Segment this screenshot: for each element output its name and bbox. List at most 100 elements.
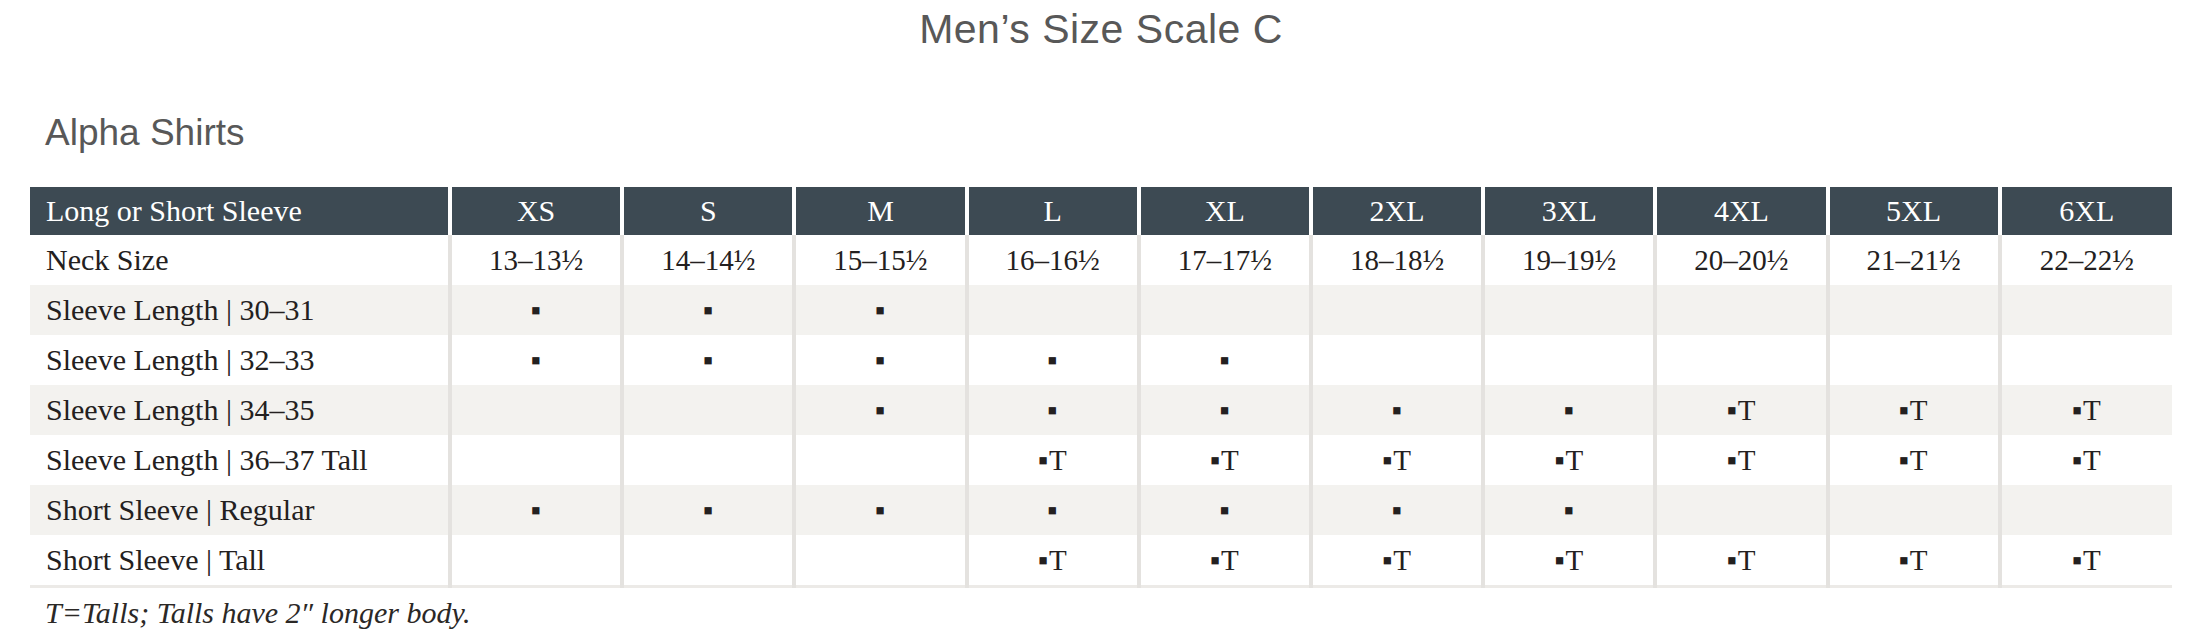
availability-marker-cell (450, 535, 622, 587)
table-row: Sleeve Length | 32–33▪▪▪▪▪ (30, 335, 2172, 385)
availability-marker-cell (622, 435, 794, 485)
availability-marker-cell (1655, 285, 1827, 335)
availability-marker-cell (450, 435, 622, 485)
row-label: Sleeve Length | 36–37 Tall (30, 435, 450, 485)
column-header-size: 4XL (1655, 187, 1827, 235)
availability-marker-cell (1483, 285, 1655, 335)
availability-marker-cell (1139, 285, 1311, 335)
availability-marker-cell: ▪ (1311, 385, 1483, 435)
availability-marker-cell (1828, 485, 2000, 535)
availability-marker-cell: ▪T (1655, 385, 1827, 435)
column-header-size: 2XL (1311, 187, 1483, 235)
availability-marker-cell (1828, 335, 2000, 385)
availability-marker-cell (622, 535, 794, 587)
neck-size-cell: 20–20½ (1655, 235, 1827, 285)
neck-size-cell: 21–21½ (1828, 235, 2000, 285)
section-heading: Alpha Shirts (45, 112, 245, 154)
table-row: Sleeve Length | 34–35▪▪▪▪▪▪T▪T▪T (30, 385, 2172, 435)
availability-marker-cell: ▪T (1655, 535, 1827, 587)
availability-marker-cell: ▪ (450, 335, 622, 385)
availability-marker-cell (622, 385, 794, 435)
availability-marker-cell (1483, 335, 1655, 385)
alpha-shirts-size-table: Long or Short SleeveXSSMLXL2XL3XL4XL5XL6… (30, 187, 2172, 588)
availability-marker-cell (450, 385, 622, 435)
availability-marker-cell: ▪ (1311, 485, 1483, 535)
availability-marker-cell: ▪ (1139, 335, 1311, 385)
availability-marker-cell (1655, 485, 1827, 535)
availability-marker-cell (2000, 335, 2172, 385)
neck-size-cell: 18–18½ (1311, 235, 1483, 285)
availability-marker-cell: ▪T (1828, 435, 2000, 485)
availability-marker-cell (1311, 285, 1483, 335)
size-table-header: Long or Short SleeveXSSMLXL2XL3XL4XL5XL6… (30, 187, 2172, 235)
availability-marker-cell: ▪T (2000, 385, 2172, 435)
availability-marker-cell: ▪T (2000, 435, 2172, 485)
availability-marker-cell: ▪ (967, 335, 1139, 385)
column-header-size: L (967, 187, 1139, 235)
column-header-size: 6XL (2000, 187, 2172, 235)
availability-marker-cell: ▪ (1483, 385, 1655, 435)
availability-marker-cell: ▪ (794, 335, 966, 385)
availability-marker-cell: ▪T (1311, 535, 1483, 587)
availability-marker-cell: ▪T (1483, 535, 1655, 587)
availability-marker-cell: ▪ (1139, 485, 1311, 535)
column-header-size: XS (450, 187, 622, 235)
column-header-size: M (794, 187, 966, 235)
availability-marker-cell: ▪T (1655, 435, 1827, 485)
availability-marker-cell (2000, 285, 2172, 335)
column-header-size: S (622, 187, 794, 235)
availability-marker-cell: ▪ (1483, 485, 1655, 535)
size-table-container: Long or Short SleeveXSSMLXL2XL3XL4XL5XL6… (30, 187, 2172, 588)
talls-footnote: T=Talls; Talls have 2″ longer body. (45, 596, 471, 630)
availability-marker-cell: ▪ (622, 285, 794, 335)
availability-marker-cell: ▪T (2000, 535, 2172, 587)
availability-marker-cell: ▪ (794, 485, 966, 535)
table-row: Short Sleeve | Tall▪T▪T▪T▪T▪T▪T▪T (30, 535, 2172, 587)
size-table-body: Neck Size13–13½14–14½15–15½16–16½17–17½1… (30, 235, 2172, 587)
column-header-size: 5XL (1828, 187, 2000, 235)
column-header-size: XL (1139, 187, 1311, 235)
availability-marker-cell (1655, 335, 1827, 385)
availability-marker-cell (2000, 485, 2172, 535)
availability-marker-cell: ▪ (1139, 385, 1311, 435)
availability-marker-cell: ▪ (450, 485, 622, 535)
row-label: Neck Size (30, 235, 450, 285)
neck-size-cell: 17–17½ (1139, 235, 1311, 285)
neck-size-cell: 22–22½ (2000, 235, 2172, 285)
table-row: Neck Size13–13½14–14½15–15½16–16½17–17½1… (30, 235, 2172, 285)
row-label: Sleeve Length | 30–31 (30, 285, 450, 335)
header-row: Long or Short SleeveXSSMLXL2XL3XL4XL5XL6… (30, 187, 2172, 235)
row-label: Sleeve Length | 32–33 (30, 335, 450, 385)
table-row: Sleeve Length | 30–31▪▪▪ (30, 285, 2172, 335)
table-row: Sleeve Length | 36–37 Tall▪T▪T▪T▪T▪T▪T▪T (30, 435, 2172, 485)
row-label: Sleeve Length | 34–35 (30, 385, 450, 435)
availability-marker-cell (1311, 335, 1483, 385)
availability-marker-cell: ▪T (967, 535, 1139, 587)
availability-marker-cell: ▪ (794, 385, 966, 435)
row-label: Short Sleeve | Regular (30, 485, 450, 535)
neck-size-cell: 16–16½ (967, 235, 1139, 285)
availability-marker-cell: ▪ (450, 285, 622, 335)
neck-size-cell: 13–13½ (450, 235, 622, 285)
neck-size-cell: 14–14½ (622, 235, 794, 285)
availability-marker-cell (1828, 285, 2000, 335)
availability-marker-cell: ▪T (1828, 385, 2000, 435)
availability-marker-cell: ▪ (622, 335, 794, 385)
row-label: Short Sleeve | Tall (30, 535, 450, 587)
column-header-size: 3XL (1483, 187, 1655, 235)
table-row: Short Sleeve | Regular▪▪▪▪▪▪▪ (30, 485, 2172, 535)
availability-marker-cell: ▪T (1311, 435, 1483, 485)
size-chart-page: Men’s Size Scale C Alpha Shirts Long or … (0, 0, 2204, 644)
availability-marker-cell: ▪ (794, 285, 966, 335)
availability-marker-cell: ▪T (967, 435, 1139, 485)
availability-marker-cell: ▪ (967, 385, 1139, 435)
neck-size-cell: 19–19½ (1483, 235, 1655, 285)
availability-marker-cell: ▪ (622, 485, 794, 535)
column-header-label: Long or Short Sleeve (30, 187, 450, 235)
availability-marker-cell: ▪ (967, 485, 1139, 535)
availability-marker-cell (967, 285, 1139, 335)
availability-marker-cell: ▪T (1483, 435, 1655, 485)
availability-marker-cell: ▪T (1139, 435, 1311, 485)
availability-marker-cell (794, 535, 966, 587)
page-title: Men’s Size Scale C (30, 6, 2172, 53)
